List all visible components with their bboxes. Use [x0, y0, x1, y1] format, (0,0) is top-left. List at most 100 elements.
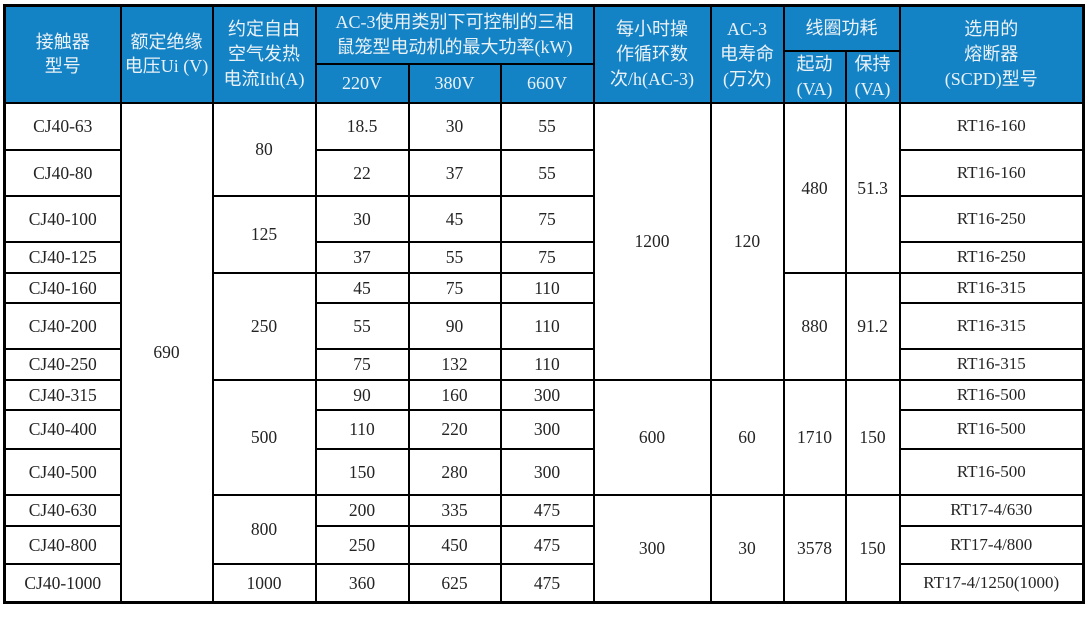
header-cell-thermal-current: 约定自由 空气发热 电流Ith(A): [211, 4, 317, 104]
cell-fuse: RT16-315: [898, 271, 1085, 304]
cell-hold-va: 150: [844, 493, 901, 604]
cell-electrical-life: 120: [709, 101, 785, 381]
header-cell-380v: 380V: [407, 62, 502, 104]
cell-operating-cycles: 1200: [592, 101, 712, 381]
cell-fuse: RT17-4/630: [898, 493, 1085, 527]
cell-start-va: 3578: [782, 493, 847, 604]
cell-power-380v: 625: [407, 562, 502, 604]
cell-model: CJ40-400: [3, 408, 122, 450]
table-row: CJ40-250 75 132 110 RT16-315: [3, 347, 1085, 381]
cell-operating-cycles: 600: [592, 378, 712, 496]
cell-power-380v: 280: [407, 447, 502, 496]
table-body: CJ40-63 690 80 18.5 30 55 1200 120 480 5…: [3, 101, 1085, 604]
cell-power-380v: 30: [407, 101, 502, 151]
table-row: CJ40-80 22 37 55 RT16-160: [3, 148, 1085, 197]
cell-power-220v: 90: [314, 378, 410, 411]
cell-power-220v: 250: [314, 524, 410, 565]
table-row: CJ40-125 37 55 75 RT16-250: [3, 240, 1085, 274]
cell-power-660v: 75: [499, 240, 595, 274]
cell-power-660v: 475: [499, 493, 595, 527]
cell-model: CJ40-250: [3, 347, 122, 381]
cell-power-380v: 90: [407, 301, 502, 350]
cell-power-220v: 37: [314, 240, 410, 274]
cell-power-220v: 45: [314, 271, 410, 304]
contactor-spec-table: 接触器 型号 额定绝缘 电压Ui (V) 约定自由 空气发热 电流Ith(A) …: [3, 4, 1085, 605]
cell-fuse: RT16-500: [898, 378, 1085, 411]
cell-power-380v: 55: [407, 240, 502, 274]
header-cell-electrical-life: AC-3 电寿命 (万次): [709, 4, 785, 104]
cell-fuse: RT16-500: [898, 408, 1085, 450]
table-row: CJ40-315 500 90 160 300 600 60 1710 150 …: [3, 378, 1085, 496]
cell-operating-cycles: 300: [592, 493, 712, 604]
table-row: CJ40-63 690 80 18.5 30 55 1200 120 480 5…: [3, 101, 1085, 604]
header-cell-660v: 660V: [499, 62, 595, 104]
cell-start-va: 880: [782, 271, 847, 381]
cell-power-380v: 45: [407, 194, 502, 243]
cell-fuse: RT17-4/800: [898, 524, 1085, 565]
cell-power-380v: 450: [407, 524, 502, 565]
cell-power-380v: 335: [407, 493, 502, 527]
cell-electrical-life: 60: [709, 378, 785, 496]
cell-thermal-current: 80: [211, 101, 317, 197]
cell-hold-va: 91.2: [844, 271, 901, 381]
cell-power-220v: 200: [314, 493, 410, 527]
cell-power-380v: 132: [407, 347, 502, 381]
header-cell-220v: 220V: [314, 62, 410, 104]
cell-power-380v: 220: [407, 408, 502, 450]
cell-power-380v: 160: [407, 378, 502, 411]
cell-thermal-current: 125: [211, 194, 317, 274]
table-row: CJ40-1000 1000 360 625 475 RT17-4/1250(1…: [3, 562, 1085, 604]
cell-power-660v: 110: [499, 301, 595, 350]
header-cell-fuse-type: 选用的 熔断器 (SCPD)型号: [898, 4, 1085, 104]
cell-fuse: RT16-500: [898, 447, 1085, 496]
cell-fuse: RT16-315: [898, 301, 1085, 350]
cell-power-220v: 360: [314, 562, 410, 604]
cell-power-660v: 110: [499, 271, 595, 304]
cell-thermal-current: 800: [211, 493, 317, 565]
cell-model: CJ40-630: [3, 493, 122, 527]
cell-model: CJ40-500: [3, 447, 122, 496]
table-row: CJ40-160 250 45 75 110 880 91.2 RT16-315: [3, 271, 1085, 381]
header-cell-insulation-voltage: 额定绝缘 电压Ui (V): [119, 4, 214, 104]
header-cell-operating-cycles: 每小时操 作循环数 次/h(AC-3): [592, 4, 712, 104]
cell-fuse: RT17-4/1250(1000): [898, 562, 1085, 604]
cell-power-220v: 18.5: [314, 101, 410, 151]
cell-hold-va: 150: [844, 378, 901, 496]
cell-power-220v: 55: [314, 301, 410, 350]
cell-power-220v: 110: [314, 408, 410, 450]
cell-model: CJ40-63: [3, 101, 122, 151]
cell-thermal-current: 1000: [211, 562, 317, 604]
cell-fuse: RT16-160: [898, 148, 1085, 197]
header-cell-coil-consumption: 线圈功耗: [782, 4, 901, 52]
cell-fuse: RT16-315: [898, 347, 1085, 381]
cell-thermal-current: 500: [211, 378, 317, 496]
cell-power-660v: 75: [499, 194, 595, 243]
cell-power-380v: 37: [407, 148, 502, 197]
cell-model: CJ40-80: [3, 148, 122, 197]
table-row: CJ40-100 125 30 45 75 RT16-250: [3, 194, 1085, 274]
cell-model: CJ40-315: [3, 378, 122, 411]
table-row: CJ40-500 150 280 300 RT16-500: [3, 447, 1085, 496]
cell-start-va: 1710: [782, 378, 847, 496]
header-cell-model: 接触器 型号: [3, 4, 122, 104]
cell-model: CJ40-1000: [3, 562, 122, 604]
cell-hold-va: 51.3: [844, 101, 901, 274]
cell-fuse: RT16-250: [898, 240, 1085, 274]
cell-model: CJ40-800: [3, 524, 122, 565]
cell-power-660v: 300: [499, 447, 595, 496]
header-cell-start-va: 起动 (VA): [782, 50, 847, 104]
table-header: 接触器 型号 额定绝缘 电压Ui (V) 约定自由 空气发热 电流Ith(A) …: [3, 4, 1085, 104]
cell-power-660v: 300: [499, 378, 595, 411]
cell-power-220v: 22: [314, 148, 410, 197]
cell-power-660v: 475: [499, 562, 595, 604]
cell-power-220v: 75: [314, 347, 410, 381]
cell-model: CJ40-125: [3, 240, 122, 274]
cell-model: CJ40-160: [3, 271, 122, 304]
cell-power-660v: 475: [499, 524, 595, 565]
cell-power-660v: 110: [499, 347, 595, 381]
cell-model: CJ40-100: [3, 194, 122, 243]
header-cell-max-power: AC-3使用类别下可控制的三相 鼠笼型电动机的最大功率(kW): [314, 4, 595, 65]
cell-power-220v: 30: [314, 194, 410, 243]
cell-model: CJ40-200: [3, 301, 122, 350]
